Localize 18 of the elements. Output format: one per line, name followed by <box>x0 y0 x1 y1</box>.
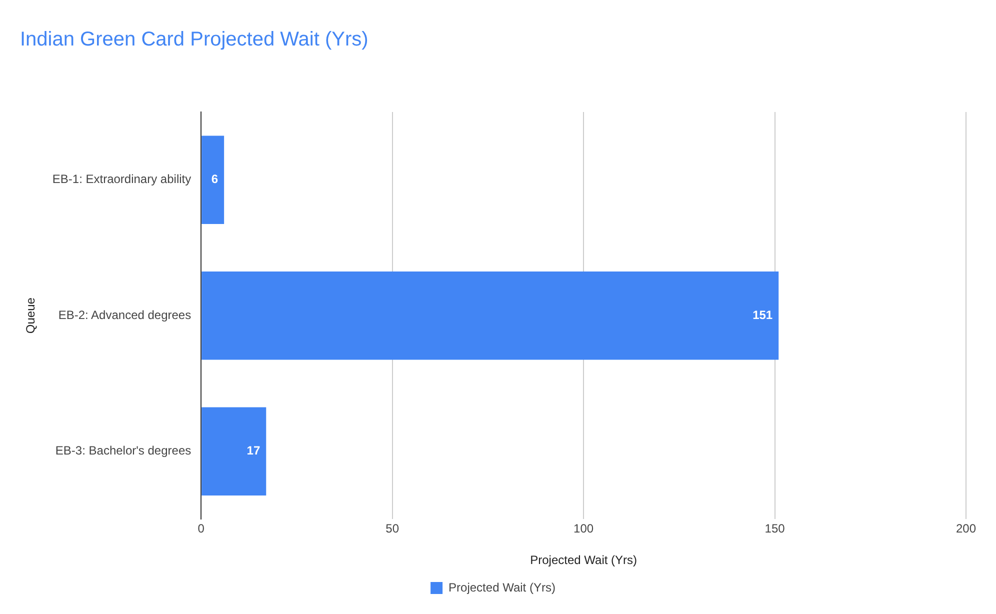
legend-label: Projected Wait (Yrs) <box>448 580 556 594</box>
y-tick-label: EB-3: Bachelor's degrees <box>55 444 192 458</box>
data-label: 151 <box>752 308 773 322</box>
chart-title: Indian Green Card Projected Wait (Yrs) <box>20 28 368 51</box>
x-tick-label: 150 <box>764 522 786 536</box>
y-tick-label: EB-2: Advanced degrees <box>58 308 192 322</box>
x-tick-label: 50 <box>386 522 400 536</box>
data-label: 17 <box>246 444 260 458</box>
bar <box>202 271 779 360</box>
bar <box>202 136 224 224</box>
data-label: 6 <box>211 172 218 186</box>
bar <box>202 407 266 496</box>
x-tick-label: 200 <box>956 522 976 536</box>
y-axis-title: Queue <box>24 297 38 334</box>
y-tick-label: EB-1: Extraordinary ability <box>52 172 192 186</box>
x-tick-label: 0 <box>198 522 205 536</box>
x-axis-title: Projected Wait (Yrs) <box>530 553 638 568</box>
x-tick-label: 100 <box>574 522 594 536</box>
